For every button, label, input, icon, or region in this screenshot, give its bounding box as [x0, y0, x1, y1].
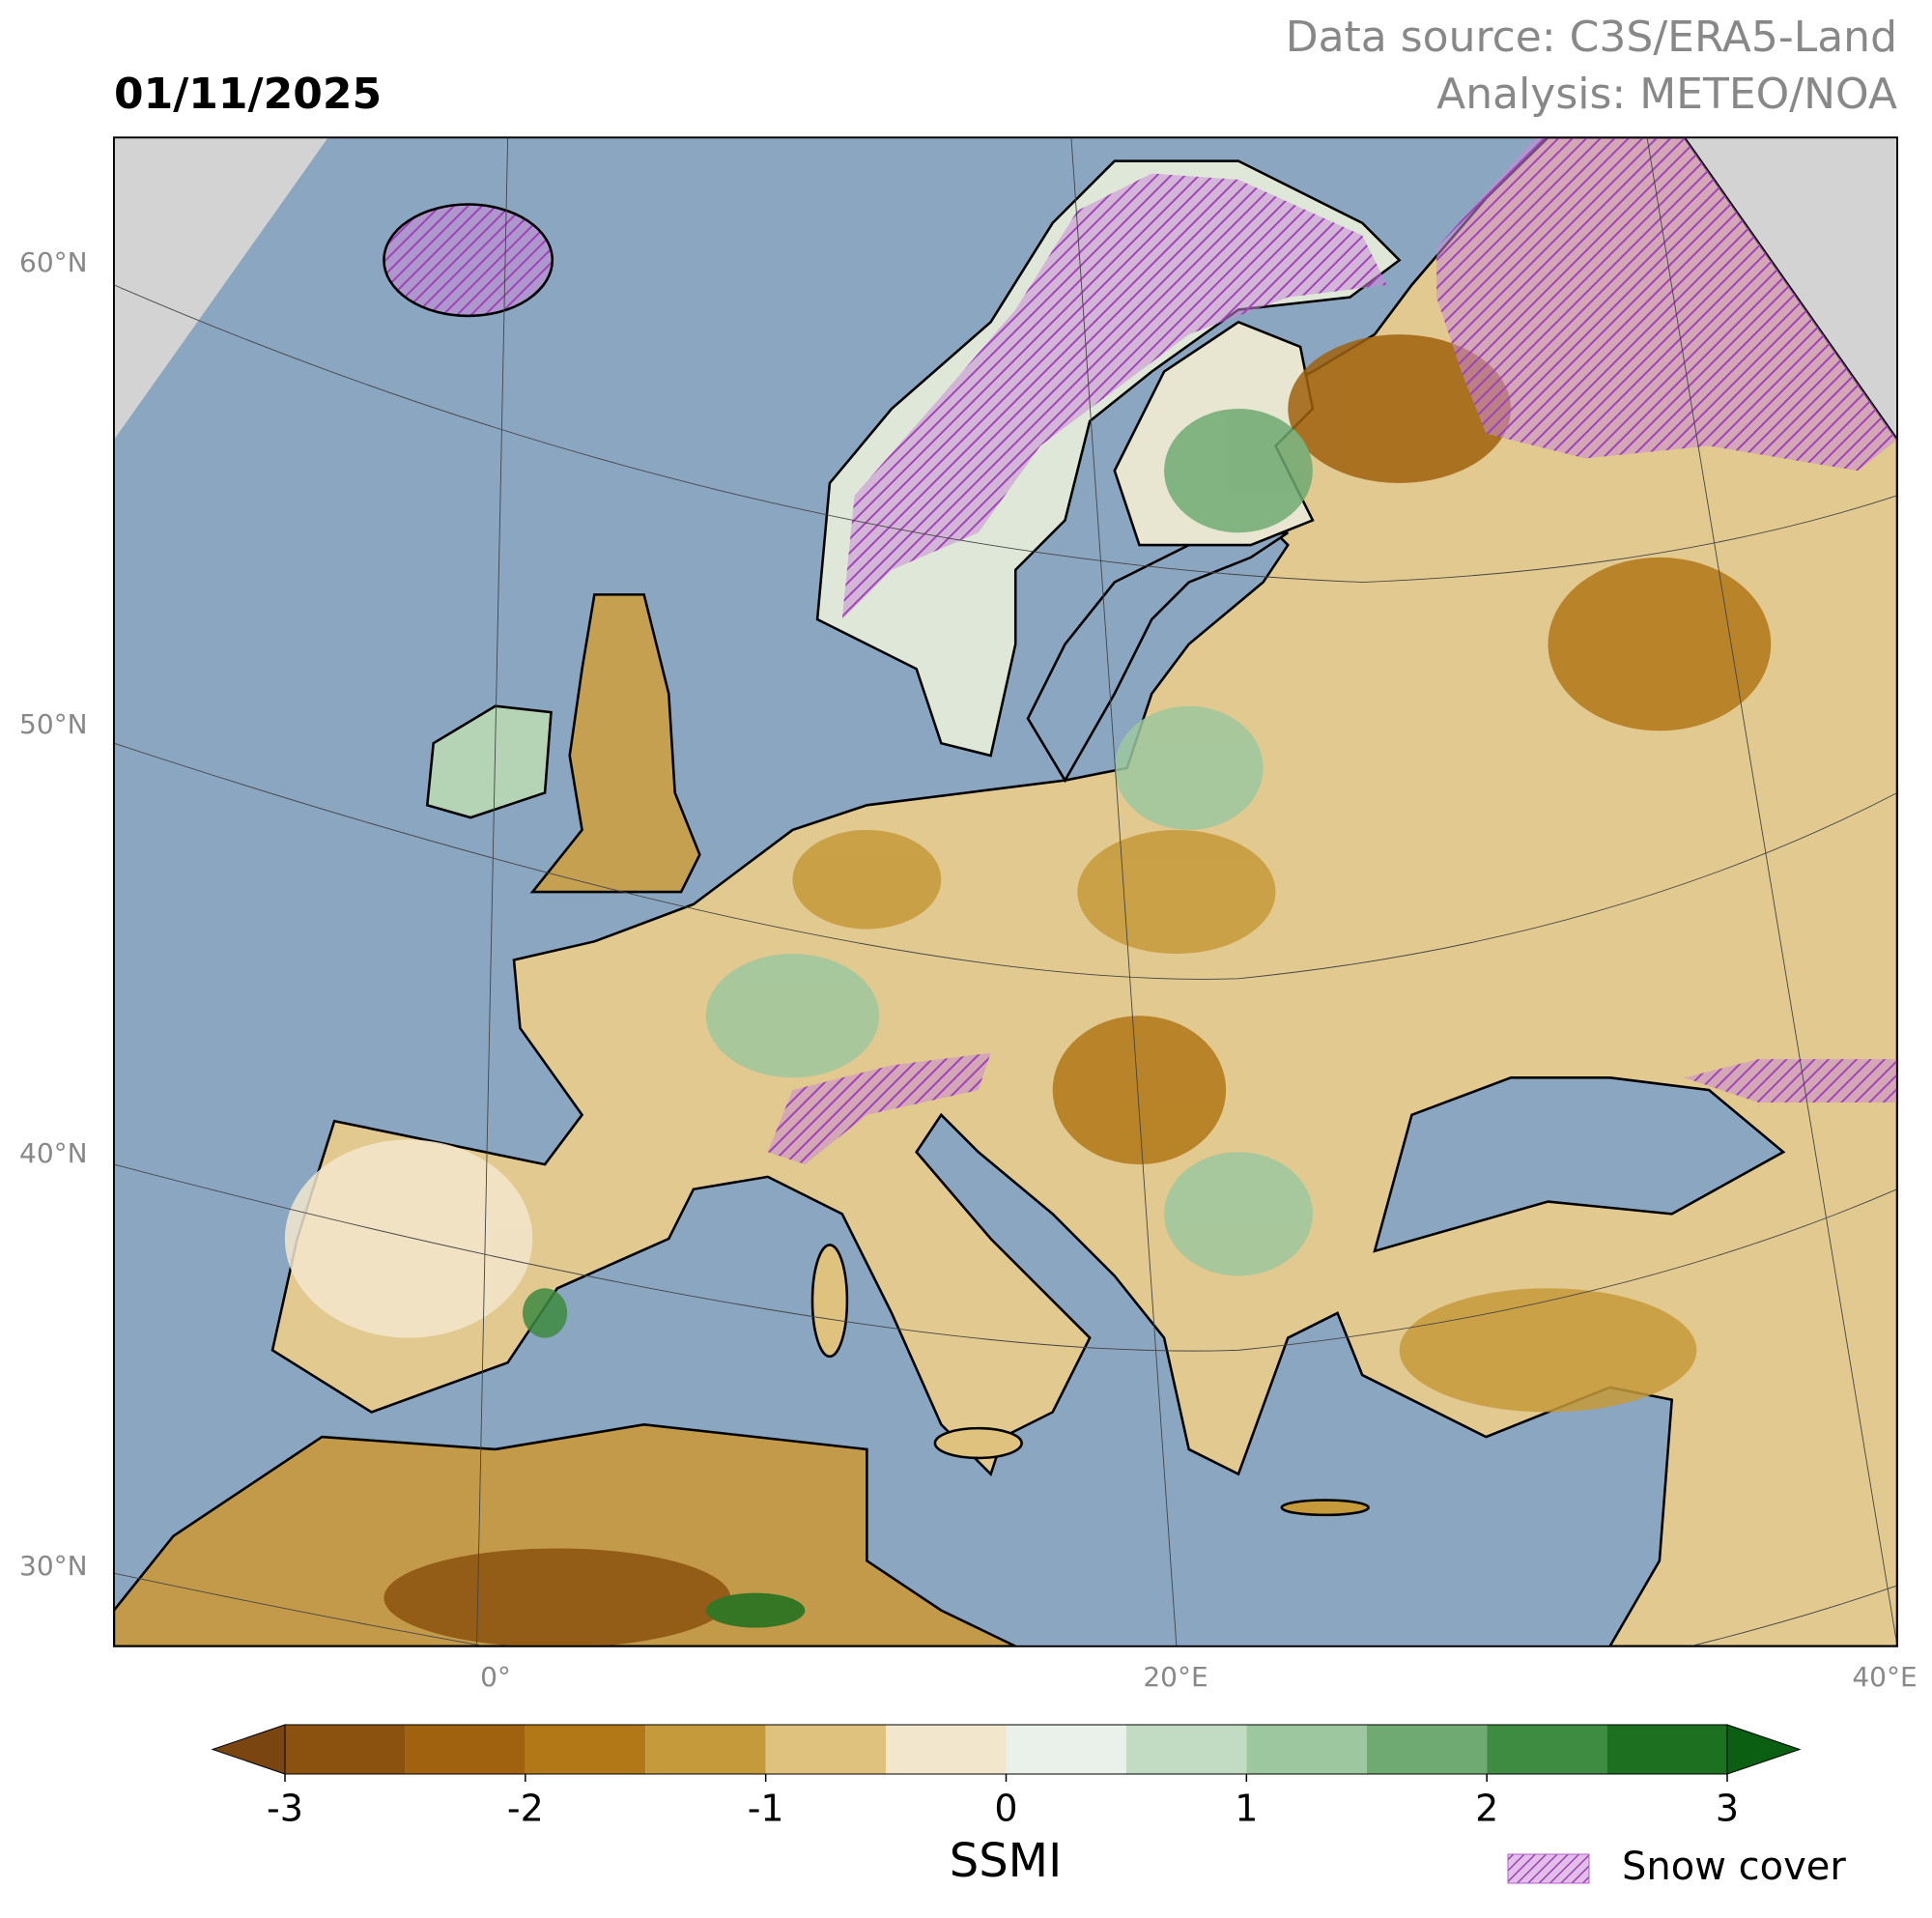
lon-label: 20°E	[1143, 1661, 1208, 1693]
colorbar-bin	[405, 1725, 526, 1774]
lon-label: 40°E	[1852, 1661, 1917, 1693]
colorbar-tick-label: -3	[267, 1788, 303, 1830]
colorbar-tick-label: -1	[748, 1788, 784, 1830]
colorbar-tick-label: 0	[994, 1788, 1017, 1830]
colorbar-label: SSMI	[950, 1834, 1063, 1888]
colorbar-extend-high	[1726, 1724, 1802, 1775]
data-source: Data source: C3S/ERA5-Land	[1286, 13, 1897, 62]
colorbar-tick-label: 1	[1235, 1788, 1258, 1830]
colorbar-extend-low	[211, 1724, 286, 1775]
lon-label: 0°	[480, 1661, 511, 1693]
colorbar-bin	[1006, 1725, 1126, 1774]
colorbar-bin	[525, 1725, 646, 1774]
map	[112, 136, 1898, 1647]
colorbar-bin	[886, 1725, 1007, 1774]
lat-label: 30°N	[19, 1550, 88, 1582]
analysis: Analysis: METEO/NOA	[1436, 70, 1897, 119]
colorbar: -3 -2 -1 0 1 2 3	[211, 1724, 1802, 1830]
colorbar-bin	[1606, 1725, 1727, 1774]
colorbar-bin	[285, 1725, 406, 1774]
lat-label: 40°N	[19, 1137, 88, 1169]
legend-label: Snow cover	[1622, 1845, 1846, 1889]
colorbar-tick-label: -2	[507, 1788, 544, 1830]
colorbar-bin	[1366, 1725, 1488, 1774]
colorbar-bin	[765, 1725, 887, 1774]
colorbar-bin	[645, 1725, 766, 1774]
lat-label: 60°N	[19, 246, 88, 278]
colorbar-tick-label: 2	[1475, 1788, 1498, 1830]
colorbar-bin	[1125, 1725, 1247, 1774]
colorbar-bin	[1246, 1725, 1367, 1774]
legend-swatch	[1507, 1853, 1590, 1884]
colorbar-bin	[1487, 1725, 1607, 1774]
colorbar-tick-label: 3	[1716, 1788, 1739, 1830]
date: 01/11/2025	[114, 70, 382, 119]
lat-label: 50°N	[19, 708, 88, 740]
